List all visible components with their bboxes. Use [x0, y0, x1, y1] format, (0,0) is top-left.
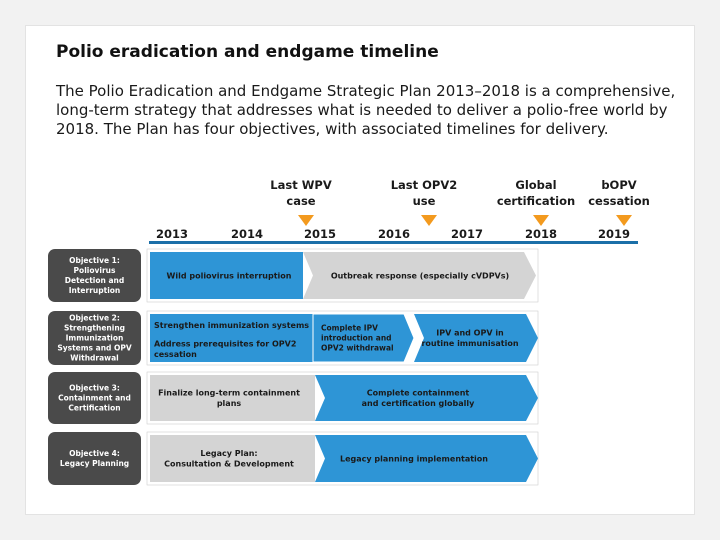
timeline-band-arrow [303, 252, 536, 299]
band-label-line: and certification globally [362, 399, 475, 408]
objective-label-box [48, 311, 141, 365]
timeline-band [150, 375, 315, 421]
band-label-line: introduction and [321, 334, 392, 343]
timeline-band-arrow [414, 314, 538, 362]
band-label-line: Wild poliovirus interruption [167, 271, 292, 280]
year-label: 2017 [451, 227, 483, 241]
band-label-line: plans [217, 399, 242, 408]
band-label: IPV and OPV in routine immunisation [421, 329, 518, 349]
objective-label-box [48, 249, 141, 302]
milestone-label-line: Last WPV [270, 178, 332, 192]
milestone-label-line: Last OPV2 [391, 178, 458, 192]
objective-label-line: Strengthening [64, 324, 125, 333]
objective-label: Objective 2: Strengthening Immunization Sys… [57, 314, 132, 363]
objective-label-line: Objective 4: [69, 449, 120, 458]
year-label: 2013 [156, 227, 188, 241]
milestone-label: bOPV cessation [588, 178, 650, 208]
milestone-label: Last WPV case [270, 178, 332, 208]
timeline-band [150, 435, 315, 482]
year-label: 2019 [598, 227, 630, 241]
timeline-band-arrow [312, 313, 415, 363]
milestone-arrow-icon [533, 215, 549, 226]
year-label-line: 2018 [525, 227, 557, 241]
year-label-line: 2016 [378, 227, 410, 241]
band-label: Legacy Plan: Consultation & Development [164, 449, 294, 469]
timeline-band [150, 314, 313, 362]
band-label-line: Legacy Plan: [200, 449, 257, 458]
year-label-line: 2017 [451, 227, 483, 241]
milestone-label-line: Global [515, 178, 556, 192]
band-label-line: Strengthen immunization systems [154, 321, 309, 330]
band-label-line: Address prerequisites for OPV2 [154, 340, 296, 349]
objective-label-line: Systems and OPV [57, 344, 132, 353]
objective-label-box [48, 432, 141, 485]
milestone-arrow-icon [421, 215, 437, 226]
band-label: Strengthen immunization systems [154, 321, 309, 330]
timeline-band-arrow [315, 375, 538, 421]
band-label: Wild poliovirus interruption [167, 271, 292, 280]
objective-label-line: Certification [68, 404, 120, 413]
year-label-line: 2013 [156, 227, 188, 241]
milestone-arrow-icon [616, 215, 632, 226]
band-label-line: Consultation & Development [164, 460, 294, 469]
year-label: 2016 [378, 227, 410, 241]
band-label-line: routine immunisation [421, 339, 518, 348]
objective-label-line: Objective 2: [69, 314, 120, 323]
band-label: Finalize long-term containment plans [158, 389, 300, 409]
year-label-line: 2019 [598, 227, 630, 241]
band-label-line: OPV2 withdrawal [321, 344, 394, 353]
objective-label-line: Objective 3: [69, 384, 120, 393]
milestone-label-line: use [413, 194, 436, 208]
band-label-line: Outbreak response (especially cVDPVs) [331, 271, 509, 280]
band-label-line: Complete containment [367, 389, 470, 398]
year-label-line: 2014 [231, 227, 263, 241]
objective-label-line: Poliovirus [74, 266, 116, 275]
year-label-line: 2015 [304, 227, 336, 241]
band-label: Complete containment and certification gl… [362, 389, 475, 409]
objective-label-line: Objective 1: [69, 256, 120, 265]
objective-label-box [48, 372, 141, 424]
objective-label-line: Containment and [58, 394, 131, 403]
objective-label: Objective 4: Legacy Planning [60, 449, 129, 468]
objective-label-line: Withdrawal [70, 354, 118, 363]
milestone-label-line: bOPV [601, 178, 636, 192]
milestone-label-line: cessation [588, 194, 650, 208]
objective-label-line: Immunization [66, 334, 124, 343]
milestone-label-line: case [286, 194, 315, 208]
timeline-axis [149, 241, 638, 244]
year-label: 2015 [304, 227, 336, 241]
band-label: Legacy planning implementation [340, 454, 488, 463]
intro-paragraph: The Polio Eradication and Endgame Strate… [56, 82, 676, 138]
band-label-line: Finalize long-term containment [158, 389, 300, 398]
year-label: 2018 [525, 227, 557, 241]
objective-label-line: Legacy Planning [60, 459, 129, 468]
milestone-label: Global certification [497, 178, 575, 208]
band-label: Complete IPV introduction and OPV2 withdra… [321, 324, 394, 353]
milestone-arrow-icon [298, 215, 314, 226]
objective-label-line: Detection and [65, 276, 124, 285]
band-label-line: Complete IPV [321, 324, 378, 333]
band-label: Address prerequisites for OPV2 cessation [154, 340, 296, 360]
timeline-band-arrow [315, 435, 538, 482]
milestone-label-line: certification [497, 194, 575, 208]
timeline-band [150, 252, 303, 299]
band-label-line: cessation [154, 350, 197, 359]
year-label: 2014 [231, 227, 263, 241]
objective-label: Objective 3: Containment and Certification [58, 384, 131, 413]
band-label-line: IPV and OPV in [436, 329, 504, 338]
band-label-line: Legacy planning implementation [340, 454, 488, 463]
page-title: Polio eradication and endgame timeline [56, 42, 439, 62]
objective-label: Objective 1: Poliovirus Detection and Inter… [65, 256, 124, 295]
objective-label-line: Interruption [69, 286, 121, 295]
milestone-label: Last OPV2 use [391, 178, 458, 208]
band-label: Outbreak response (especially cVDPVs) [331, 271, 509, 280]
